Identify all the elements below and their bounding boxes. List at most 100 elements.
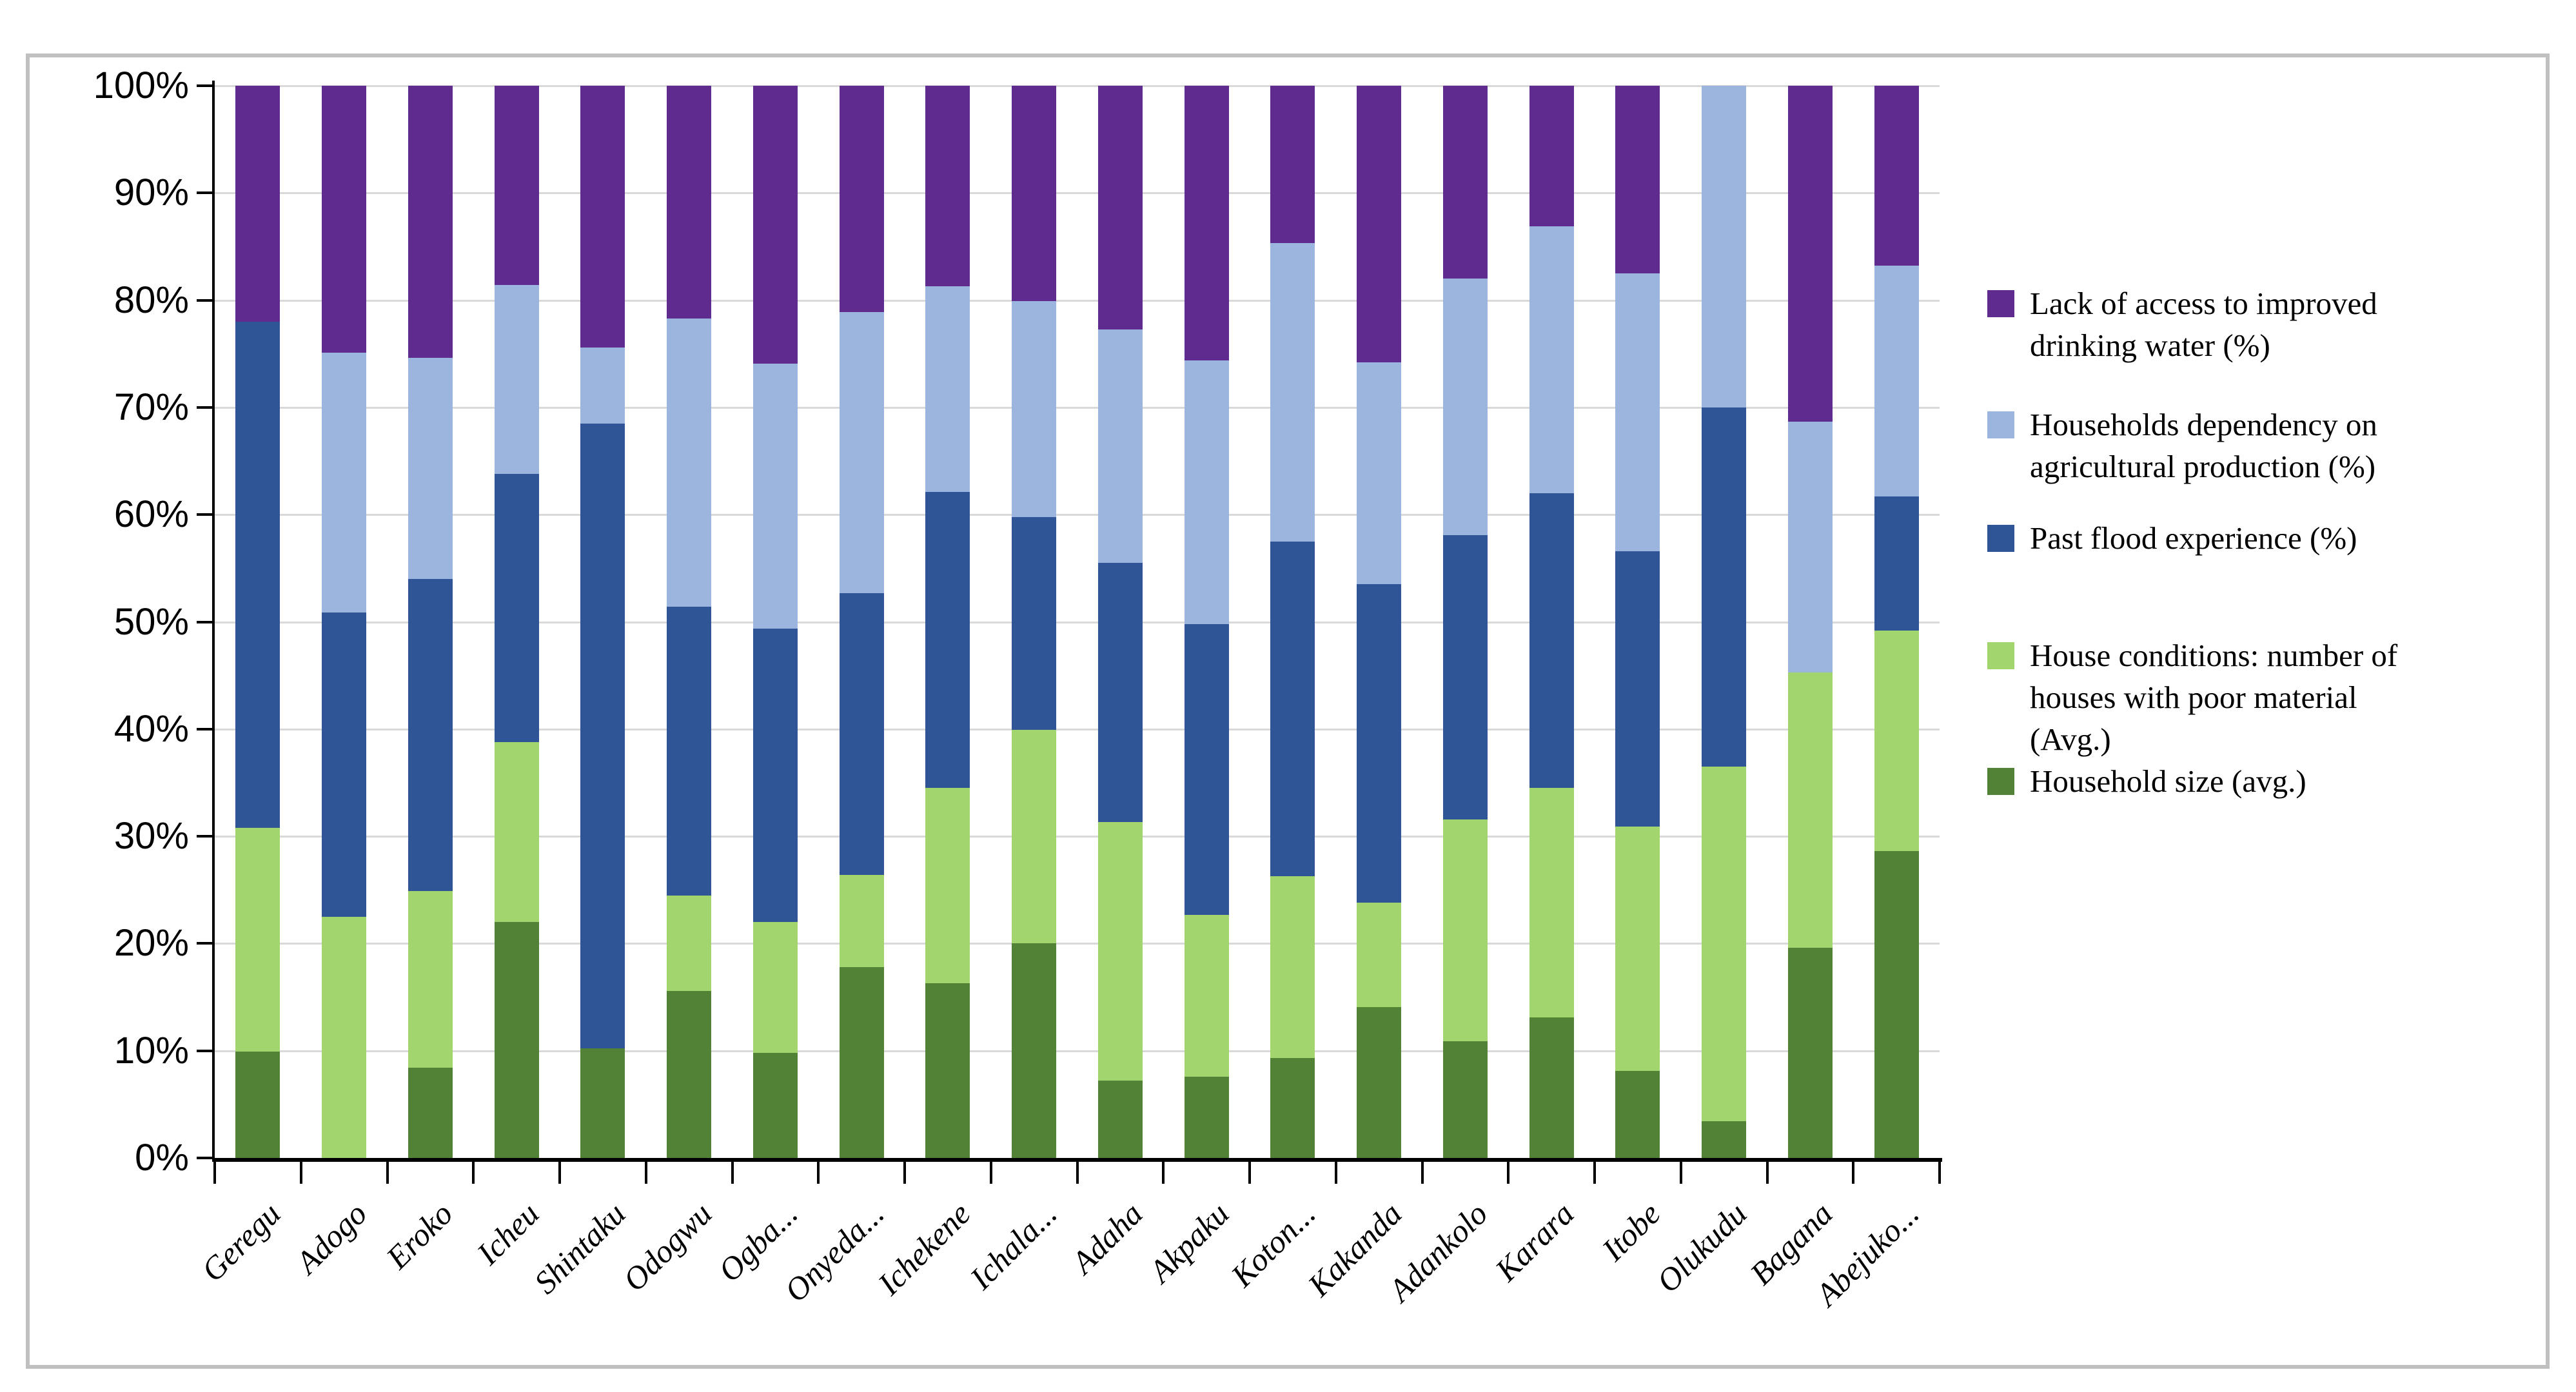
y-axis-tick-label: 30% xyxy=(113,815,189,858)
bar-segment xyxy=(408,890,453,1068)
bar-segment xyxy=(1702,86,1747,407)
bar-segment xyxy=(752,86,798,364)
y-axis-tick-label: 0% xyxy=(135,1137,189,1179)
y-axis-tick-label: 70% xyxy=(113,386,189,428)
legend-item-label: Household size (avg.) xyxy=(2030,763,2306,799)
gridline xyxy=(215,943,1940,945)
y-axis-tick xyxy=(197,84,212,87)
x-axis-tick xyxy=(299,1162,302,1184)
bar-segment xyxy=(1615,551,1660,827)
legend-item-label: Lack of access to improved drinking wate… xyxy=(2030,286,2377,363)
gridline xyxy=(215,621,1940,623)
bar-segment xyxy=(1787,672,1833,948)
bar-segment xyxy=(925,492,970,789)
bar-segment xyxy=(1615,1071,1660,1158)
legend-swatch xyxy=(1987,768,2014,795)
bar-segment xyxy=(1097,822,1143,1081)
bar-segment xyxy=(1270,243,1315,542)
bar-segment xyxy=(1012,516,1057,730)
bar-segment xyxy=(1357,584,1402,903)
legend-item: Past flood experience (%) xyxy=(1987,517,2439,559)
bar-segment xyxy=(1012,943,1057,1158)
bar-segment xyxy=(925,86,970,287)
bar-olukudu xyxy=(1702,86,1747,1158)
x-axis-tick xyxy=(472,1162,475,1184)
y-axis-tick-label: 10% xyxy=(113,1029,189,1072)
bar-segment xyxy=(1097,329,1143,564)
bar-segment xyxy=(667,318,712,607)
bar-segment xyxy=(925,983,970,1158)
bar-segment xyxy=(1184,1076,1229,1158)
bar-segment xyxy=(494,86,539,286)
bar-segment xyxy=(408,1068,453,1158)
bar-segment xyxy=(839,86,884,312)
bar-segment xyxy=(1270,541,1315,876)
bar-segment xyxy=(839,311,884,593)
bar-kakanda xyxy=(1357,86,1402,1158)
y-axis-line xyxy=(212,81,215,1161)
x-axis-tick xyxy=(731,1162,734,1184)
bar-segment xyxy=(408,579,453,891)
legend-item-label: Past flood experience (%) xyxy=(2030,520,2357,556)
bar-segment xyxy=(1442,86,1488,279)
x-axis-tick xyxy=(1248,1162,1251,1184)
y-axis-tick xyxy=(197,942,212,945)
y-axis-tick-label: 80% xyxy=(113,279,189,321)
x-axis-line xyxy=(212,1158,1942,1162)
x-axis-tick xyxy=(817,1162,820,1184)
bar-segment xyxy=(1529,1017,1574,1158)
bar-segment xyxy=(1357,903,1402,1007)
bar-segment xyxy=(235,827,280,1052)
x-axis-tick xyxy=(1421,1162,1424,1184)
bar-segment xyxy=(925,286,970,493)
bar-segment xyxy=(1874,851,1919,1158)
bar-shintaku xyxy=(580,86,625,1158)
bar-segment xyxy=(1529,226,1574,493)
bar-icheu xyxy=(494,86,539,1158)
y-axis-tick-label: 50% xyxy=(113,600,189,643)
bar-segment xyxy=(667,990,712,1158)
bar-onyeda xyxy=(839,86,884,1158)
bar-segment xyxy=(235,1052,280,1158)
bar-segment xyxy=(1702,407,1747,767)
y-axis-tick xyxy=(197,513,212,516)
bar-adankolo xyxy=(1442,86,1488,1158)
y-axis-tick xyxy=(197,1157,212,1159)
x-axis-tick xyxy=(1162,1162,1165,1184)
bar-segment xyxy=(408,86,453,358)
y-axis-tick xyxy=(197,1049,212,1052)
legend-swatch xyxy=(1987,290,2014,317)
bar-adogo xyxy=(322,86,367,1158)
bar-segment xyxy=(1442,819,1488,1041)
legend-swatch xyxy=(1987,411,2014,438)
bar-akpaku xyxy=(1184,86,1229,1158)
bar-segment xyxy=(752,628,798,923)
bar-segment xyxy=(1270,1058,1315,1158)
bar-segment xyxy=(1529,493,1574,789)
bar-segment xyxy=(1357,362,1402,585)
bar-segment xyxy=(1874,630,1919,852)
bar-eroko xyxy=(408,86,453,1158)
bar-segment xyxy=(1615,273,1660,551)
y-axis-tick xyxy=(197,299,212,302)
legend-item: Households dependency on agricultural pr… xyxy=(1987,404,2439,487)
bar-segment xyxy=(1442,534,1488,819)
x-axis-tick xyxy=(1076,1162,1079,1184)
bar-segment xyxy=(1787,421,1833,672)
bar-segment xyxy=(235,86,280,322)
y-axis-tick xyxy=(197,727,212,730)
bar-segment xyxy=(322,612,367,917)
bar-karara xyxy=(1529,86,1574,1158)
bar-segment xyxy=(667,86,712,319)
legend-item: Lack of access to improved drinking wate… xyxy=(1987,282,2439,366)
bar-segment xyxy=(494,741,539,923)
bar-segment xyxy=(1184,914,1229,1077)
bar-segment xyxy=(925,788,970,983)
gridline xyxy=(215,836,1940,838)
bar-abejuko xyxy=(1874,86,1919,1158)
bar-segment xyxy=(1184,623,1229,915)
bar-segment xyxy=(1270,876,1315,1059)
y-axis-tick xyxy=(197,406,212,409)
y-axis-tick xyxy=(197,620,212,623)
legend-item: Household size (avg.) xyxy=(1987,760,2439,802)
